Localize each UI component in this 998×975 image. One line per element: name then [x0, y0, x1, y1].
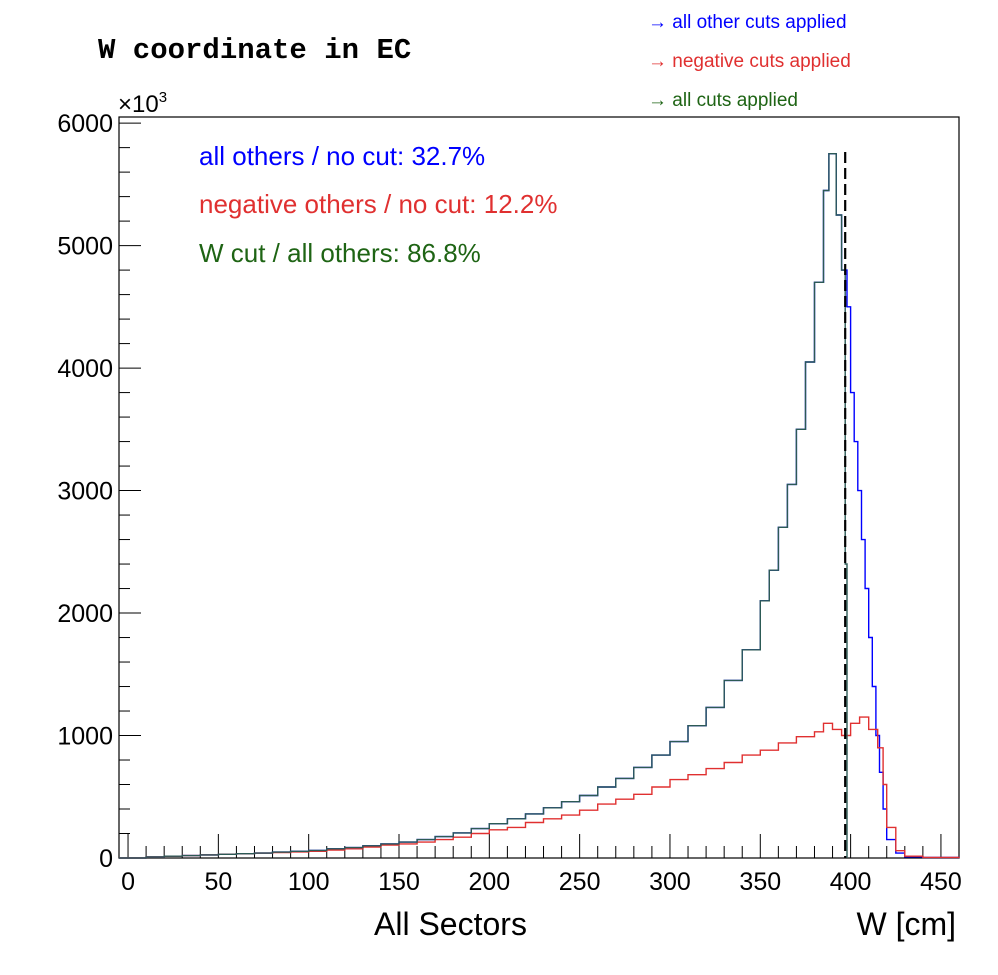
x-tick-label: 50 — [204, 868, 232, 896]
y-multiplier-exponent: 3 — [159, 89, 167, 106]
series-layer — [119, 153, 960, 859]
x-axis-label: W [cm] — [856, 906, 956, 942]
x-tick-label: 300 — [649, 868, 691, 896]
plot-frame — [118, 116, 960, 859]
y-tick-label: 3000 — [57, 478, 113, 506]
x-axis-secondary-label: All Sectors — [374, 906, 527, 942]
x-tick-label: 400 — [830, 868, 872, 896]
series-negative-others — [119, 716, 960, 859]
y-tick-label: 2000 — [57, 600, 113, 628]
x-tick-label: 100 — [288, 868, 330, 896]
y-multiplier: ×103 — [118, 89, 167, 118]
y-tick-label: 1000 — [57, 723, 113, 751]
x-axis: 0 50 100 150 200 250 300 350 400 450 — [121, 834, 962, 896]
y-tick-label: 0 — [99, 845, 113, 873]
legend-entry-all-cuts: → all cuts applied — [648, 90, 798, 111]
y-tick-label: 6000 — [57, 110, 113, 138]
legend-entry-negative: → negative cuts applied — [648, 51, 851, 72]
series-all-cuts — [119, 153, 848, 859]
x-tick-label: 200 — [468, 868, 510, 896]
x-tick-label: 0 — [121, 868, 135, 896]
y-tick-label: 5000 — [57, 233, 113, 261]
stat-w-cut: W cut / all others: 86.8% — [199, 238, 481, 268]
stat-negative-others: negative others / no cut: 12.2% — [199, 189, 557, 219]
x-tick-label: 250 — [559, 868, 601, 896]
x-tick-label: 350 — [739, 868, 781, 896]
chart-title: W coordinate in EC — [98, 34, 411, 67]
stat-all-others: all others / no cut: 32.7% — [199, 141, 485, 171]
y-axis: 0 1000 2000 3000 4000 5000 6000 — [57, 110, 141, 873]
legend-entry-all-others: → all other cuts applied — [648, 12, 847, 33]
y-tick-label: 4000 — [57, 355, 113, 383]
x-tick-label: 450 — [920, 868, 962, 896]
x-tick-label: 150 — [378, 868, 420, 896]
